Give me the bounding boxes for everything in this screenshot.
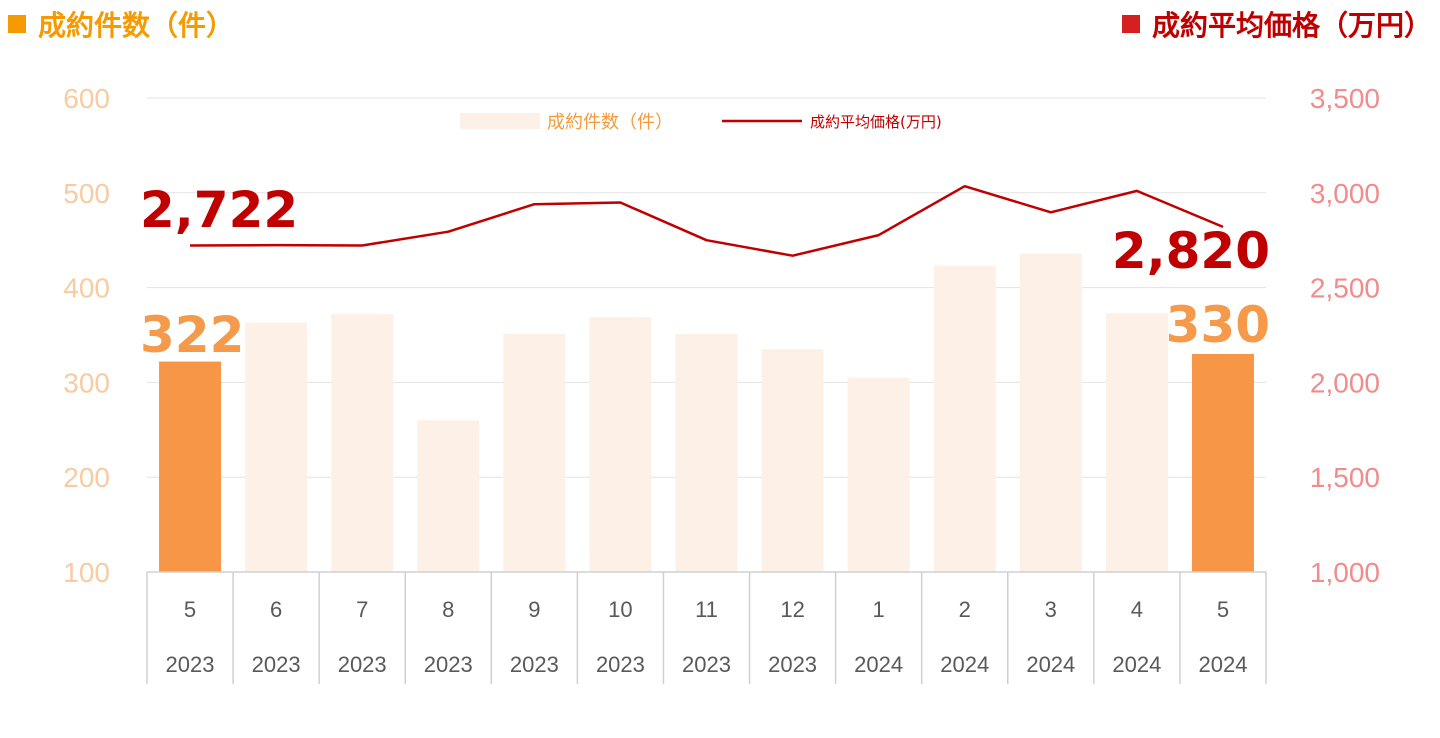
left-tick-label: 300 <box>63 367 110 398</box>
year-label: 2024 <box>1198 652 1247 677</box>
year-label: 2023 <box>510 652 559 677</box>
right-tick-label: 3,000 <box>1310 178 1380 209</box>
bar <box>1191 353 1254 572</box>
legend-bar-swatch <box>460 113 540 129</box>
annotations: 2,722 2,820 322 330 <box>140 181 1270 364</box>
right-tick-label: 1,500 <box>1310 462 1380 493</box>
left-axis-title: 成約件数（件） <box>8 4 234 44</box>
year-label: 2023 <box>596 652 645 677</box>
line-series <box>189 184 1224 257</box>
month-label: 2 <box>959 597 971 622</box>
bar <box>847 377 910 572</box>
month-label: 12 <box>780 597 804 622</box>
year-label: 2023 <box>424 652 473 677</box>
right-tick-label: 2,000 <box>1310 367 1380 398</box>
bar <box>761 349 824 572</box>
right-tick-label: 2,500 <box>1310 273 1380 304</box>
legend-line-label: 成約平均価格(万円) <box>810 113 942 131</box>
year-label: 2024 <box>940 652 989 677</box>
month-label: 8 <box>442 597 454 622</box>
bar-series <box>159 253 1254 573</box>
right-axis-title-text: 成約平均価格（万円） <box>1151 9 1432 42</box>
orange-square-icon <box>8 15 26 33</box>
right-tick-label: 1,000 <box>1310 557 1380 588</box>
left-tick-label: 600 <box>63 83 110 114</box>
month-label: 7 <box>356 597 368 622</box>
year-label: 2023 <box>166 652 215 677</box>
bar <box>503 334 566 572</box>
count-first-label: 322 <box>140 306 244 364</box>
bar <box>245 322 308 572</box>
year-label: 2024 <box>1026 652 1075 677</box>
left-tick-label: 100 <box>63 557 110 588</box>
left-axis: 100 200 300 400 500 600 <box>63 83 110 588</box>
month-label: 9 <box>528 597 540 622</box>
legend-bar-label: 成約件数（件） <box>547 112 673 133</box>
price-last-label: 2,820 <box>1112 222 1270 280</box>
month-label: 5 <box>1217 597 1229 622</box>
month-label: 5 <box>184 597 196 622</box>
year-label: 2023 <box>682 652 731 677</box>
category-axis: 5202362023720238202392023102023112023122… <box>146 571 1267 684</box>
year-label: 2023 <box>252 652 301 677</box>
month-label: 6 <box>270 597 282 622</box>
bar <box>331 314 394 572</box>
left-tick-label: 400 <box>63 273 110 304</box>
month-label: 4 <box>1131 597 1143 622</box>
left-tick-label: 200 <box>63 462 110 493</box>
legend: 成約件数（件） 成約平均価格(万円) <box>460 112 942 133</box>
left-axis-title-text: 成約件数（件） <box>38 9 235 42</box>
red-square-icon <box>1121 15 1140 33</box>
left-tick-label: 500 <box>63 178 110 209</box>
year-label: 2023 <box>338 652 387 677</box>
count-last-label: 330 <box>1166 296 1270 354</box>
year-label: 2023 <box>768 652 817 677</box>
month-label: 10 <box>608 597 632 622</box>
bar <box>159 361 222 572</box>
month-label: 3 <box>1045 597 1057 622</box>
year-label: 2024 <box>854 652 903 677</box>
bar <box>1019 253 1082 573</box>
year-label: 2024 <box>1112 652 1161 677</box>
right-axis: 1,000 1,500 2,000 2,500 3,000 3,500 <box>1310 83 1380 588</box>
bar <box>1105 313 1168 572</box>
right-axis-title: 成約平均価格（万円） <box>1121 4 1432 44</box>
bar <box>589 316 652 572</box>
bar <box>675 334 738 572</box>
price-line <box>189 184 1224 257</box>
bar <box>933 265 996 572</box>
bar <box>417 420 480 572</box>
month-label: 1 <box>873 597 885 622</box>
month-label: 11 <box>695 597 718 622</box>
price-first-label: 2,722 <box>140 181 298 239</box>
right-tick-label: 3,500 <box>1310 83 1380 114</box>
